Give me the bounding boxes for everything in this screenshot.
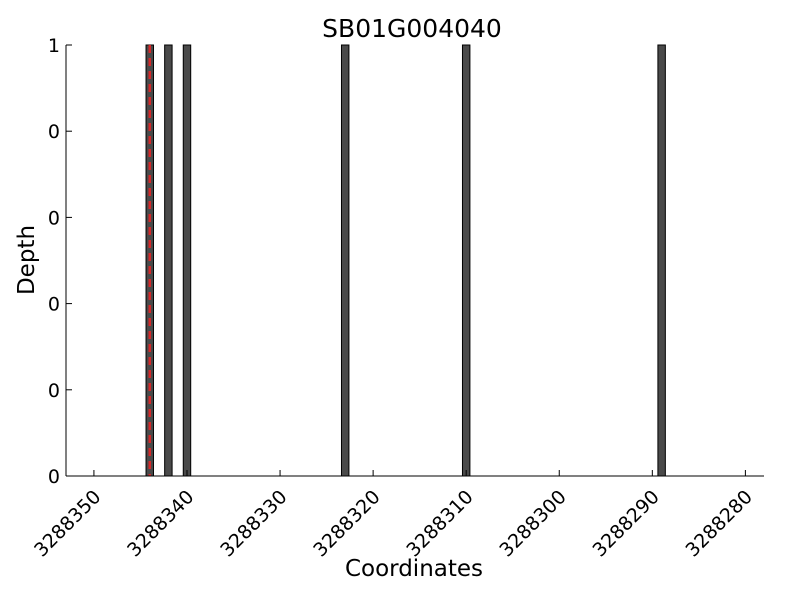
x-tick-label: 3288280 xyxy=(682,486,757,561)
bar-3288340 xyxy=(182,44,192,477)
bar-3288289 xyxy=(657,44,666,477)
bar-3288323 xyxy=(340,44,350,477)
y-tick-label: 0 xyxy=(48,207,60,229)
bar-3288342 xyxy=(164,44,173,477)
x-tick-label: 3288320 xyxy=(309,486,384,561)
x-tick-label: 3288290 xyxy=(588,486,663,561)
bars-group xyxy=(145,44,666,477)
x-tick-label: 3288330 xyxy=(216,486,291,561)
bar-3288310 xyxy=(461,44,471,477)
x-ticks-group: 3288350 3288340 3288330 3288320 3288310 32883… xyxy=(30,470,757,561)
y-tick-label: 0 xyxy=(48,294,60,316)
y-tick-label: 0 xyxy=(48,121,60,143)
y-tick-label: 1 xyxy=(48,35,60,57)
x-tick-label: 3288300 xyxy=(495,486,570,561)
y-tick-label: 0 xyxy=(48,380,60,402)
axes-group xyxy=(65,45,764,477)
y-ticks-group: 0 0 0 0 0 1 xyxy=(48,35,72,488)
x-tick-label: 3288310 xyxy=(402,486,477,561)
x-tick-label: 3288350 xyxy=(30,486,105,561)
chart-title: SB01G004040 xyxy=(322,14,502,43)
y-tick-label: 0 xyxy=(48,466,60,488)
x-tick-label: 3288340 xyxy=(123,486,198,561)
x-axis-title: Coordinates xyxy=(345,556,483,582)
y-axis-title: Depth xyxy=(14,225,40,295)
